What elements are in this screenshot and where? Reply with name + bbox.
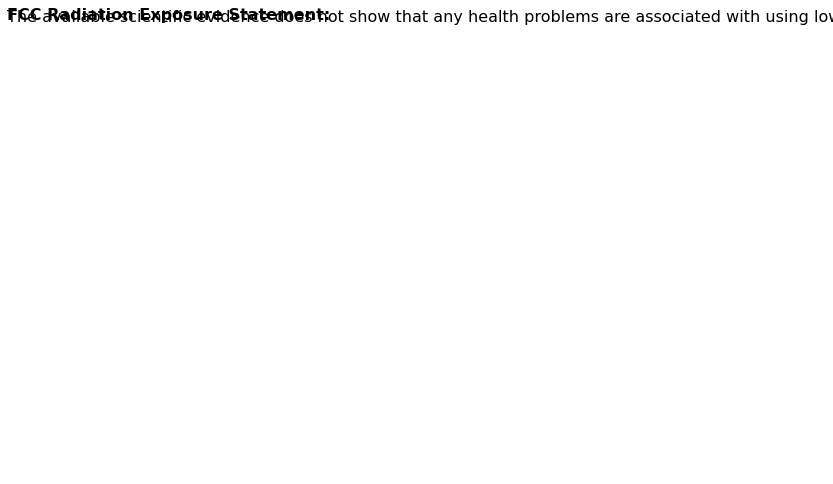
Text: The available scientific evidence does not show that any health problems are ass: The available scientific evidence does n… xyxy=(7,10,833,25)
Text: FCC Radiation Exposure Statement:: FCC Radiation Exposure Statement: xyxy=(7,8,330,23)
